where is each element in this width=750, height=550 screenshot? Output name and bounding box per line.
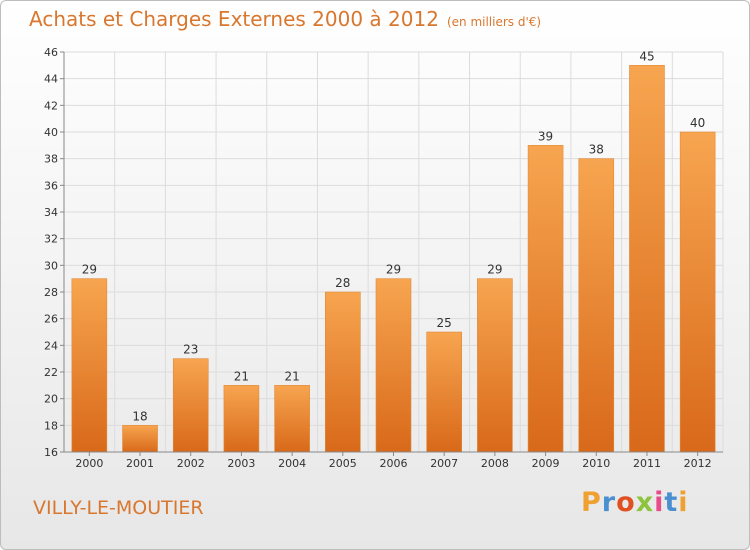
- y-tick-label: 18: [44, 419, 58, 432]
- y-tick-label: 38: [44, 153, 58, 166]
- bar: [122, 425, 158, 453]
- bars: [71, 65, 716, 453]
- x-tick-label: 2008: [481, 457, 509, 470]
- x-tick-label: 2006: [380, 457, 408, 470]
- x-tick-label: 2005: [329, 457, 357, 470]
- data-label: 45: [639, 49, 654, 63]
- chart-title-text: Achats et Charges Externes 2000 à 2012: [29, 7, 439, 31]
- data-label: 29: [386, 263, 401, 277]
- logo-letter: x: [635, 487, 655, 518]
- y-tick-label: 20: [44, 393, 58, 406]
- bar: [477, 278, 513, 453]
- logo-letter: i: [654, 487, 665, 518]
- y-tick-label: 46: [44, 46, 58, 59]
- x-tick-label: 2012: [684, 457, 712, 470]
- x-tick-label: 2003: [227, 457, 255, 470]
- bar: [172, 358, 209, 453]
- bar: [679, 131, 716, 453]
- y-tick-label: 30: [44, 259, 58, 272]
- x-tick-label: 2004: [278, 457, 306, 470]
- y-tick-label: 42: [44, 99, 58, 112]
- x-tick-label: 2009: [532, 457, 560, 470]
- data-label: 21: [284, 369, 299, 383]
- y-tick-label: 26: [44, 313, 58, 326]
- data-label: 40: [690, 116, 705, 130]
- data-label: 39: [538, 129, 553, 143]
- bar: [629, 65, 665, 453]
- logo-letter: i: [678, 487, 689, 518]
- logo-letter: P: [581, 487, 602, 518]
- commune-name: VILLY-LE-MOUTIER: [33, 497, 204, 519]
- y-tick-label: 44: [44, 73, 58, 86]
- y-tick-label: 24: [44, 339, 58, 352]
- y-tick-label: 32: [44, 233, 58, 246]
- bar: [426, 331, 462, 453]
- data-label: 18: [132, 409, 147, 423]
- data-label: 21: [234, 369, 249, 383]
- bar: [375, 278, 412, 453]
- x-tick-label: 2000: [75, 457, 103, 470]
- bar: [578, 158, 615, 453]
- data-label: 29: [82, 263, 97, 277]
- chart-subtitle: (en milliers d'€): [446, 15, 542, 29]
- x-tick-label: 2002: [177, 457, 205, 470]
- x-tick-label: 2010: [582, 457, 610, 470]
- y-tick-label: 22: [44, 366, 58, 379]
- y-tick-label: 36: [44, 179, 58, 192]
- y-tick-label: 28: [44, 286, 58, 299]
- chart-title: Achats et Charges Externes 2000 à 2012 (e…: [29, 7, 541, 31]
- y-tick-label: 40: [44, 126, 58, 139]
- data-label: 23: [183, 343, 198, 357]
- x-tick-label: 2007: [430, 457, 458, 470]
- y-tick-label: 34: [44, 206, 58, 219]
- data-label: 28: [335, 276, 350, 290]
- bar: [527, 145, 564, 453]
- logo-letter: t: [664, 487, 679, 518]
- axes: [60, 51, 723, 456]
- data-label: 29: [487, 263, 502, 277]
- logo-letter: r: [601, 487, 617, 518]
- bar: [71, 278, 108, 453]
- x-tick-label: 2001: [126, 457, 154, 470]
- labels: 16 18 20 22 24 26 28 30 32 34 36 38 40 42 44 46 29 2000 18…: [44, 46, 712, 470]
- y-tick-label: 16: [44, 446, 58, 459]
- x-tick-label: 2011: [633, 457, 661, 470]
- proxiti-logo: Proxiti: [581, 487, 689, 518]
- logo-letter: o: [616, 487, 636, 518]
- bar: [274, 385, 310, 453]
- data-label: 25: [437, 316, 452, 330]
- bar: [223, 385, 260, 453]
- data-label: 38: [589, 143, 604, 157]
- bar: [325, 291, 361, 453]
